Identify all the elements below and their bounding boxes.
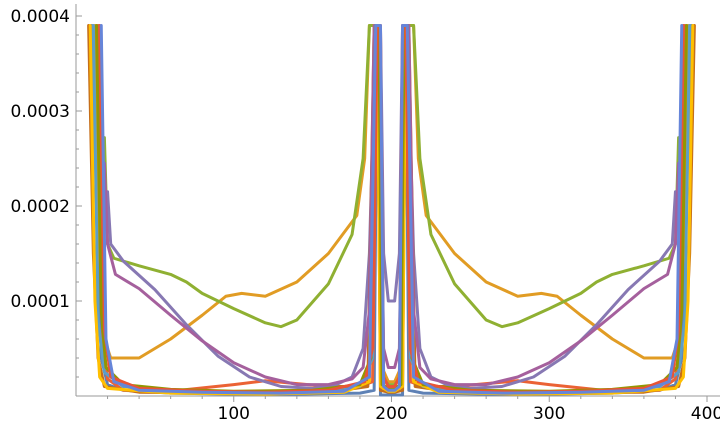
x-ticks [107,396,708,402]
series-line-11 [98,24,685,394]
y-tick-label: 0.0003 [11,102,70,122]
x-tick-label: 300 [533,404,565,424]
series-line-10 [95,24,688,393]
y-ticks [76,15,82,378]
series-line-5 [106,24,677,390]
x-tick-label: 100 [218,404,250,424]
series-line-1 [90,24,693,397]
series-line-9 [102,24,681,387]
series-line-8 [88,24,695,396]
y-tick-label: 0.0001 [11,292,70,312]
series-group [87,24,696,397]
y-tick-label: 0.0004 [11,7,70,27]
series-line-3 [102,24,681,387]
x-tick-label: 200 [375,404,407,424]
x-tick-labels: 100 200 300 400 [218,404,720,424]
y-tick-label: 0.0002 [11,197,70,217]
y-tick-labels: 0.0001 0.0002 0.0003 0.0004 [11,7,70,312]
series-line-7 [91,24,692,394]
series-line-4 [96,24,687,393]
series-line-6 [87,24,696,395]
axes: 100 200 300 400 0.0001 0.0002 0.0003 0.0004 [11,4,720,424]
series-line-2 [93,24,690,384]
x-tick-label: 400 [691,404,720,424]
series-line-12 [99,24,684,395]
